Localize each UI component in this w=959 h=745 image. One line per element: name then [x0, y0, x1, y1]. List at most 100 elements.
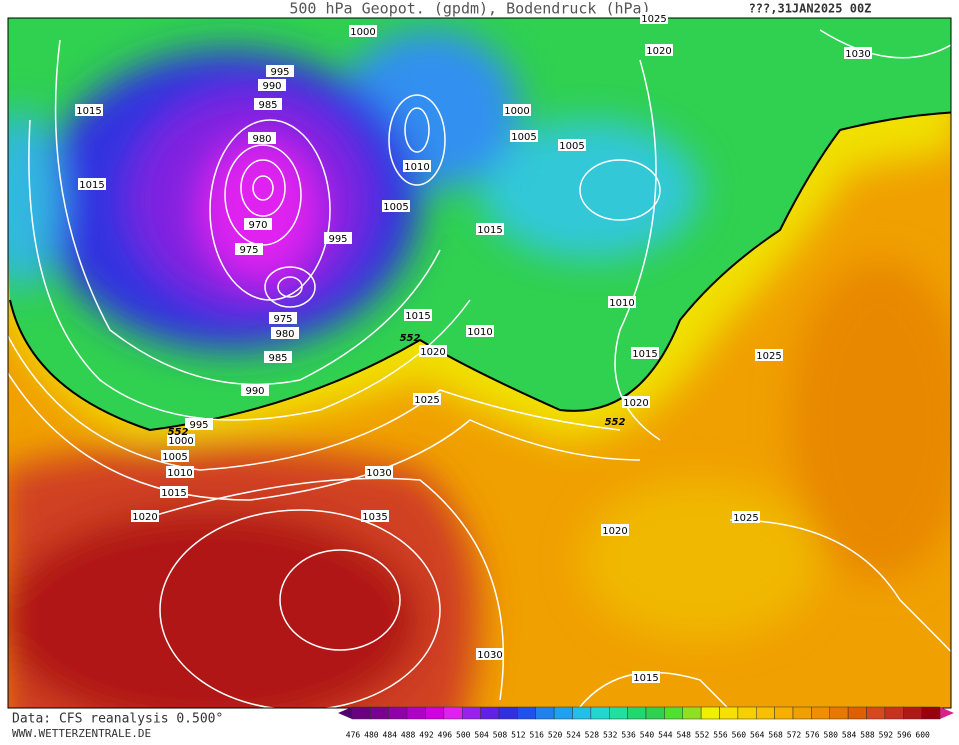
isobar-label: 1020 — [602, 526, 627, 537]
isobar-label-box — [608, 296, 636, 308]
isobar-label: 975 — [239, 245, 258, 256]
scale-label: 476 — [346, 731, 361, 740]
isobar-label-box — [645, 44, 673, 56]
scale-swatch — [590, 706, 610, 720]
scale-label: 572 — [787, 731, 802, 740]
isobar-label-box — [413, 393, 441, 405]
isobar-label: 1005 — [511, 132, 536, 143]
scale-label: 492 — [419, 731, 434, 740]
isobar-label-box — [476, 648, 504, 660]
scale-swatch — [498, 706, 518, 720]
scale-label: 536 — [621, 731, 636, 740]
scale-swatch — [480, 706, 500, 720]
scale-swatch — [351, 706, 371, 720]
scale-swatch — [903, 706, 922, 720]
scale-label: 500 — [456, 731, 471, 740]
isobar-label: 980 — [275, 329, 294, 340]
isobar-label-box — [264, 351, 292, 363]
site-name: WWW.WETTERZENTRALE.DE — [12, 727, 151, 740]
isobar-label: 985 — [258, 100, 277, 111]
isobar-label-box — [844, 47, 872, 59]
isobar-label-box — [244, 218, 272, 230]
scale-label: 588 — [860, 731, 875, 740]
isobar-label-box — [382, 200, 410, 212]
isobar-label: 1025 — [756, 351, 781, 362]
map-title: 500 hPa Geopot. (gpdm), Bodendruck (hPa) — [289, 0, 650, 18]
scale-label: 576 — [805, 731, 820, 740]
isobar-label-box — [248, 132, 276, 144]
scale-swatch — [847, 706, 867, 720]
isobar-label-box — [185, 418, 213, 430]
isobar-label-box — [349, 25, 377, 37]
isobar-label: 995 — [189, 420, 208, 431]
scale-swatch — [829, 706, 849, 720]
scale-swatch — [406, 706, 426, 720]
isobar-label: 1035 — [362, 512, 387, 523]
scale-label: 528 — [585, 731, 600, 740]
isobar-label-box — [166, 466, 194, 478]
scale-label: 508 — [493, 731, 508, 740]
isobar-label: 1020 — [420, 347, 445, 358]
isobar-label: 1000 — [168, 436, 193, 447]
isobar-label: 1005 — [162, 452, 187, 463]
isobar-label-box — [631, 347, 659, 359]
isobar-label: 1015 — [79, 180, 104, 191]
isobar-label-box — [632, 671, 660, 683]
isobar-label: 990 — [262, 81, 281, 92]
isobar-label: 1015 — [632, 349, 657, 360]
scale-swatch — [572, 706, 592, 720]
isobar-label-box — [476, 223, 504, 235]
isobar-label: 1000 — [504, 106, 529, 117]
isobar-label-box — [78, 178, 106, 190]
isobar-label-box — [269, 312, 297, 324]
scale-label: 552 — [695, 731, 710, 740]
isobar-label-box — [503, 104, 531, 116]
isobar-label: 1005 — [559, 141, 584, 152]
isobar-label-box — [235, 243, 263, 255]
scale-label: 504 — [474, 731, 489, 740]
isobar-label: 1015 — [633, 673, 658, 684]
isobar-label-box — [131, 510, 159, 522]
isobar-label-box — [640, 12, 668, 24]
scale-swatch — [811, 706, 830, 720]
scale-label: 488 — [401, 731, 416, 740]
isobar-label-box — [167, 434, 195, 446]
scale-swatch — [866, 706, 886, 720]
isobar-label-box — [241, 384, 269, 396]
scale-label: 520 — [548, 731, 563, 740]
data-source: Data: CFS reanalysis 0.500° — [12, 712, 223, 727]
scale-label: 496 — [438, 731, 453, 740]
scale-arrow-right — [940, 707, 954, 719]
scale-swatch — [700, 706, 720, 720]
isobar-label: 990 — [245, 386, 264, 397]
isobar-label-box — [601, 524, 629, 536]
scale-swatch — [645, 706, 665, 720]
isobar-label-box — [755, 349, 783, 361]
map-date: ???,31JAN2025 00Z — [749, 2, 872, 16]
contour-label: 552 — [400, 333, 421, 344]
isobar-label-box — [403, 160, 431, 172]
scale-swatch — [517, 706, 536, 720]
scale-swatch — [462, 706, 481, 720]
isobar-label-box — [75, 104, 103, 116]
isobar-label: 1025 — [641, 14, 666, 25]
scale-label: 540 — [640, 731, 655, 740]
scale-label: 548 — [677, 731, 692, 740]
scale-swatch — [682, 706, 702, 720]
contour-label: 552 — [168, 427, 189, 438]
scale-arrow-left — [338, 707, 352, 719]
scale-swatch — [756, 706, 775, 720]
scale-label: 556 — [713, 731, 728, 740]
scale-label: 516 — [530, 731, 545, 740]
isobar-label: 1010 — [167, 468, 192, 479]
isobar-label: 1000 — [350, 27, 375, 38]
scale-label: 600 — [915, 731, 930, 740]
isobar-label-box — [510, 130, 538, 142]
isobar-label: 1020 — [623, 398, 648, 409]
scale-swatch — [553, 706, 573, 720]
isobar-label: 980 — [252, 134, 271, 145]
scale-swatch — [627, 706, 647, 720]
isobar-label: 1025 — [414, 395, 439, 406]
scale-swatch — [921, 706, 941, 720]
